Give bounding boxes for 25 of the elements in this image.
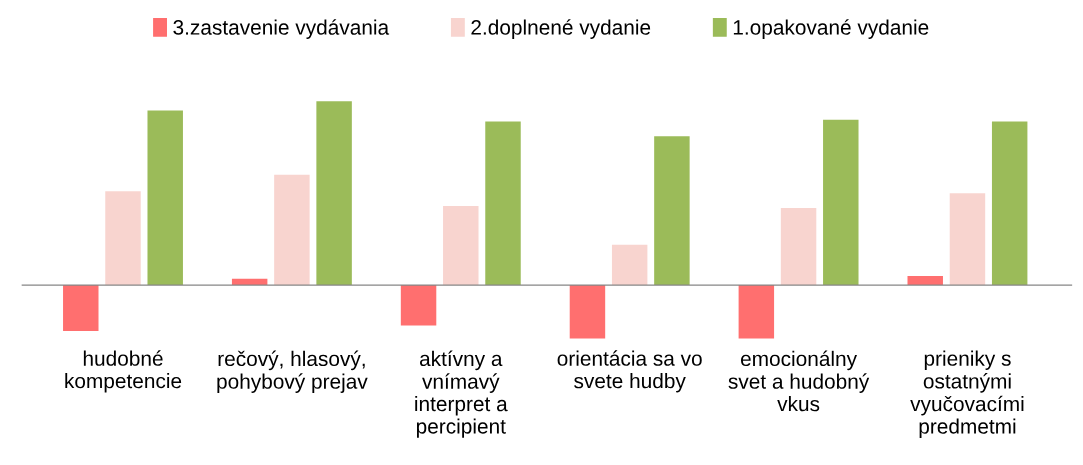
bar: [611, 244, 648, 286]
bar: [63, 285, 99, 332]
x-tick-label: aktívny a vnímavý interpret a percipient: [415, 350, 508, 438]
x-tick-label: orientácia sa vo svete hudby: [557, 350, 702, 393]
legend-label: 2.doplnené vydanie: [471, 19, 651, 39]
bar: [949, 193, 986, 286]
bar: [738, 285, 775, 339]
bar: [485, 121, 521, 286]
x-tick-label: hudobné kompetencie: [65, 350, 182, 393]
legend-label: 1.opakované vydanie: [733, 19, 929, 39]
x-tick-label: prieniky s ostatnými vyučovacími predmetmi: [910, 350, 1024, 438]
legend-label: 3.zastavenie vydávania: [173, 19, 390, 39]
bar: [780, 207, 817, 286]
bar: [991, 121, 1028, 286]
x-tick-label: rečový, hlasový, pohybový prejav: [217, 350, 368, 393]
bar: [654, 136, 690, 286]
x-tick-label: emocionálny svet a hudobný vkus: [728, 350, 870, 412]
bar: [569, 285, 606, 339]
bar: [443, 206, 479, 286]
bar: [400, 285, 437, 326]
bar: [105, 191, 141, 286]
bar: [823, 119, 859, 286]
bar: [147, 110, 183, 286]
bar: [274, 174, 310, 286]
bar: [316, 101, 352, 286]
